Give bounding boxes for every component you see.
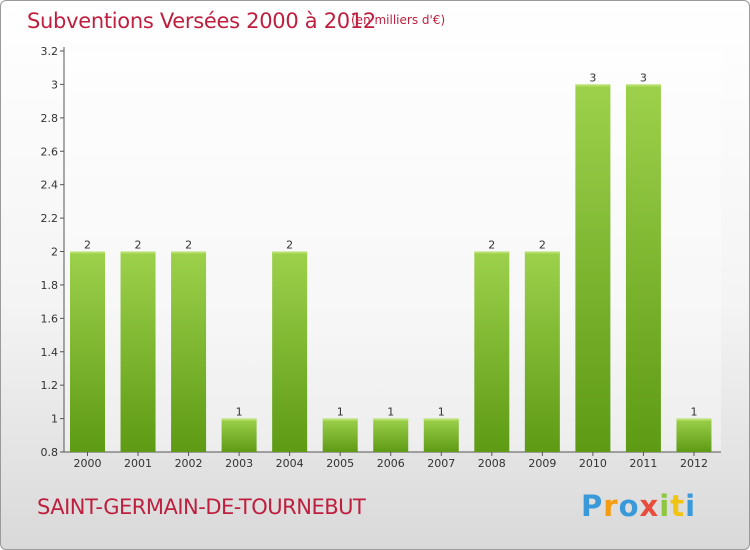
x-tick-label: 2010 xyxy=(579,457,607,470)
data-label: 2 xyxy=(488,239,495,252)
bar xyxy=(171,251,207,452)
y-tick-label: 1.6 xyxy=(41,312,59,325)
data-label: 3 xyxy=(640,71,647,84)
bar-highlight xyxy=(171,251,207,254)
bar xyxy=(221,418,257,452)
bar-highlight xyxy=(423,418,459,421)
bar-highlight xyxy=(676,418,712,421)
plot-area xyxy=(64,51,721,452)
x-tick-label: 2003 xyxy=(225,457,253,470)
x-tick-label: 2008 xyxy=(478,457,506,470)
x-tick-label: 2001 xyxy=(124,457,152,470)
bar xyxy=(575,84,611,453)
bar-highlight xyxy=(221,418,257,421)
x-tick-label: 2006 xyxy=(377,457,405,470)
bar-highlight xyxy=(625,84,661,87)
logo-letter: i xyxy=(659,489,671,523)
bar xyxy=(322,418,358,452)
bar-highlight xyxy=(524,251,560,254)
proxiti-logo: Proxiti xyxy=(581,489,696,523)
bar xyxy=(272,251,308,452)
bar xyxy=(120,251,156,452)
logo-letter: P xyxy=(581,489,604,523)
logo-letter: i xyxy=(685,489,697,523)
bar-highlight xyxy=(120,251,156,254)
y-tick-label: 1.2 xyxy=(41,379,59,392)
bar xyxy=(676,418,712,452)
bar-highlight xyxy=(272,251,308,254)
x-tick-label: 2011 xyxy=(629,457,657,470)
bar-highlight xyxy=(575,84,611,87)
data-label: 1 xyxy=(387,406,394,419)
data-label: 2 xyxy=(286,239,293,252)
y-tick-label: 1 xyxy=(51,413,58,426)
data-label: 1 xyxy=(236,406,243,419)
bar xyxy=(423,418,459,452)
bar xyxy=(625,84,661,453)
x-tick-label: 2009 xyxy=(528,457,556,470)
bar-highlight xyxy=(474,251,510,254)
y-tick-label: 3 xyxy=(51,78,58,91)
chart-unit: (en milliers d'€) xyxy=(351,13,446,27)
logo-letter: t xyxy=(670,489,686,523)
data-label: 1 xyxy=(690,406,697,419)
x-tick-label: 2012 xyxy=(680,457,708,470)
data-label: 2 xyxy=(539,239,546,252)
bar xyxy=(70,251,105,452)
y-tick-label: 1.8 xyxy=(41,279,59,292)
x-tick-label: 2002 xyxy=(175,457,203,470)
y-tick-label: 2.2 xyxy=(41,212,59,225)
y-tick-label: 0.8 xyxy=(41,446,59,459)
x-tick-label: 2004 xyxy=(276,457,304,470)
data-label: 2 xyxy=(135,239,142,252)
bar-highlight xyxy=(322,418,358,421)
y-tick-label: 1.4 xyxy=(41,346,59,359)
bar xyxy=(524,251,560,452)
logo-letter: r xyxy=(603,489,619,523)
x-tick-label: 2005 xyxy=(326,457,354,470)
y-tick-label: 3.2 xyxy=(41,45,59,58)
commune-name: SAINT-GERMAIN-DE-TOURNEBUT xyxy=(37,495,366,519)
data-label: 3 xyxy=(589,71,596,84)
y-tick-label: 2.4 xyxy=(41,179,59,192)
logo-letter: x xyxy=(639,489,660,523)
y-tick-label: 2.8 xyxy=(41,112,59,125)
bar-highlight xyxy=(373,418,409,421)
x-tick-label: 2007 xyxy=(427,457,455,470)
y-tick-label: 2.6 xyxy=(41,145,59,158)
chart-title: Subventions Versées 2000 à 2012 xyxy=(27,9,376,33)
bar xyxy=(474,251,510,452)
data-label: 2 xyxy=(84,239,91,252)
data-label: 1 xyxy=(337,406,344,419)
x-tick-label: 2000 xyxy=(74,457,102,470)
bar-highlight xyxy=(70,251,105,254)
bar xyxy=(373,418,409,452)
data-label: 2 xyxy=(185,239,192,252)
logo-letter: o xyxy=(618,489,640,523)
y-tick-label: 2 xyxy=(51,246,58,259)
data-label: 1 xyxy=(438,406,445,419)
